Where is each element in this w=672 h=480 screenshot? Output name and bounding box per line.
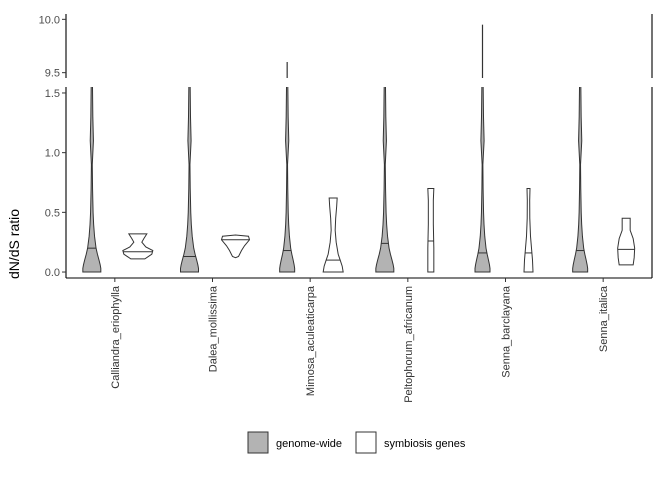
x-tick-label-3: Peltophorum_africanum [403,286,415,403]
legend-label-1: symbiosis genes [384,438,466,450]
x-tick-label-5: Senna_italica [598,285,610,352]
y-upper-tick-label-1: 10.0 [39,14,60,26]
violin-symbiosis-3 [427,187,435,273]
x-tick-label-0: Calliandra_eriophylla [110,285,122,389]
violin-genome-wide-1 [180,87,199,273]
legend: genome-wide symbiosis genes [247,431,466,454]
y-axis-title: dN/dS ratio [6,209,22,279]
violin-symbiosis-0 [122,233,154,260]
violin-genome-wide-2 [279,87,296,273]
violin-genome-wide-4 [474,87,491,273]
lower-panel [82,87,636,273]
violin-symbiosis-2 [322,197,344,273]
legend-label-0: genome-wide [276,438,342,450]
x-tick-label-4: Senna_barclayana [501,285,513,378]
y-lower-tick-label-1: 0.5 [45,207,60,219]
y-lower-tick-label-2: 1.0 [45,148,60,160]
x-tick-label-2: Mimosa_aculeaticarpa [305,285,317,396]
violin-symbiosis-5 [617,217,636,266]
upper-panel [286,24,484,78]
violin-genome-wide-3 [375,87,395,273]
y-upper-tick-label-0: 9.5 [45,68,60,80]
axes: 0.0 0.5 1.0 1.5 9.5 10.0 Calliandra_eriophylla… [39,14,653,403]
violin-genome-wide-0 [82,87,102,273]
legend-key-0 [247,431,269,454]
x-tick-label-1: Dalea_mollissima [208,285,220,372]
legend-key-1 [355,431,377,454]
violin-genome-wide-5 [572,87,589,273]
y-lower-tick-label-3: 1.5 [45,88,60,100]
violin-symbiosis-4 [523,187,534,273]
y-lower-tick-label-0: 0.0 [45,267,60,279]
violin-symbiosis-1 [220,234,251,259]
